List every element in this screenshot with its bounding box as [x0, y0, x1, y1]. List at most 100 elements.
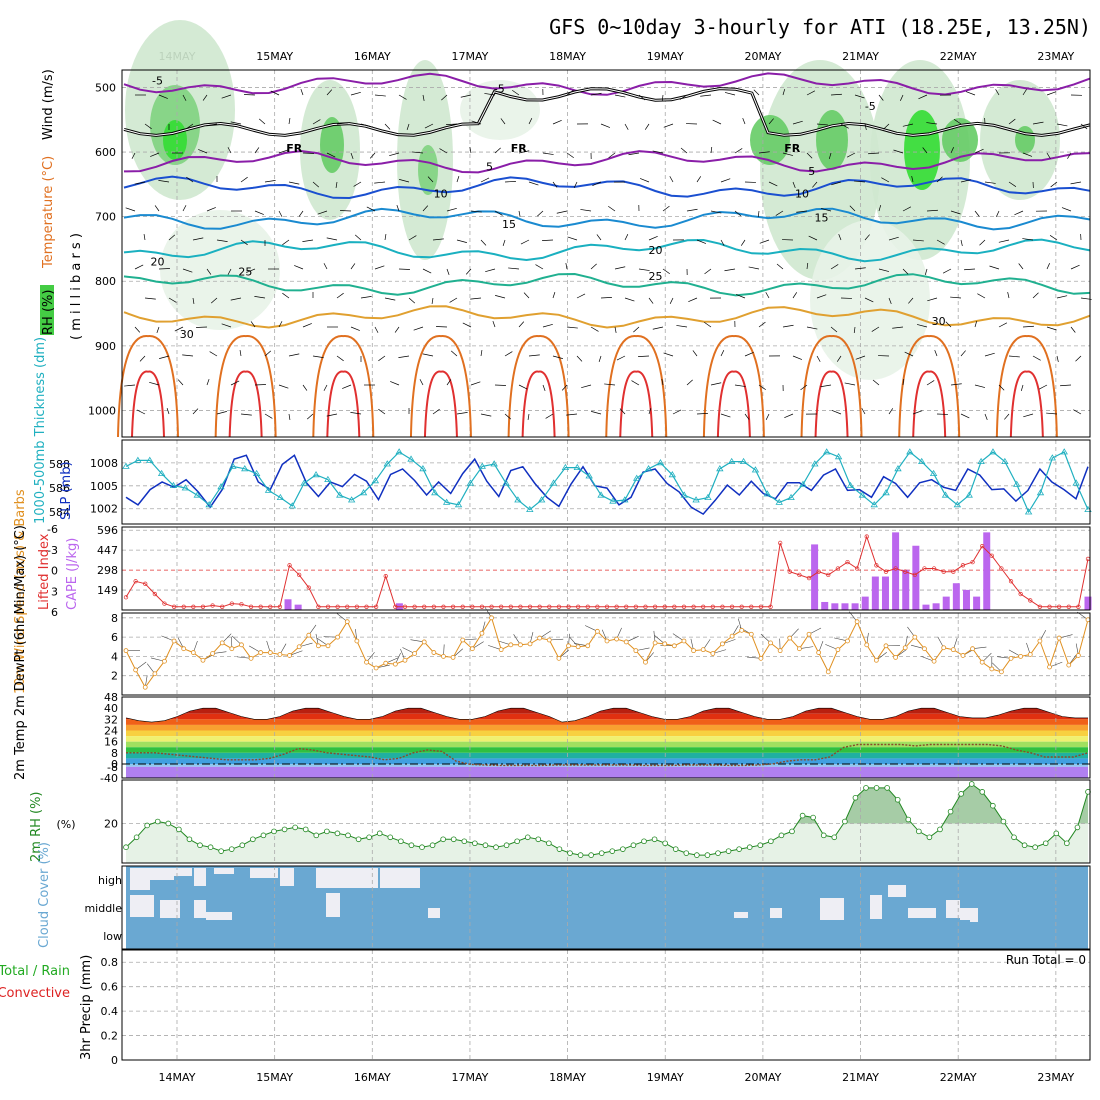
thickness-point — [383, 460, 391, 467]
wind-barb — [446, 207, 457, 212]
wind-barb — [838, 234, 842, 241]
li-tick: 6 — [51, 606, 58, 619]
rh-point — [556, 846, 563, 852]
wind-barb — [854, 180, 866, 183]
wind-barb — [830, 264, 839, 270]
wind-speed-point — [845, 638, 850, 644]
wind-barb — [439, 148, 448, 154]
cape-bar — [284, 599, 292, 610]
wind-barb — [878, 204, 882, 212]
cloud-patch — [214, 868, 234, 874]
wind-barb — [456, 412, 468, 415]
thickness-point — [573, 463, 582, 470]
lifted-index-point — [720, 604, 725, 609]
cape-bar — [973, 596, 981, 610]
thickness-point — [597, 491, 605, 498]
rh-point — [863, 785, 869, 791]
lifted-index-point — [547, 604, 552, 609]
wind-barb — [264, 413, 273, 419]
cloud-patch — [908, 908, 936, 918]
wind-barb — [278, 321, 283, 328]
wind-barb — [326, 413, 338, 417]
wind-barb — [492, 320, 496, 328]
thickness-point — [526, 505, 534, 512]
rh-point — [366, 834, 372, 841]
wind-barb — [590, 263, 597, 270]
thickness-point — [359, 489, 368, 496]
temp-band — [126, 758, 1088, 764]
isotherm-line — [123, 305, 1091, 329]
wind-speed-point — [912, 634, 918, 640]
wind-barb — [724, 268, 736, 272]
wind-barb — [542, 384, 546, 392]
isotherm-arc — [814, 370, 849, 438]
wind-speed-point — [229, 646, 235, 652]
rh-unit: (%) — [56, 818, 75, 831]
wind-barb — [186, 176, 194, 183]
wind-barb — [782, 88, 786, 96]
lifted-index-point — [681, 604, 687, 609]
wind-speed-point — [970, 646, 975, 652]
thickness-point — [336, 491, 344, 498]
cape-bar — [871, 576, 879, 610]
wind-barb — [945, 321, 952, 328]
thickness-point — [775, 498, 783, 505]
rh-point — [1021, 842, 1028, 849]
rh-point — [398, 838, 404, 845]
wind-barb — [661, 94, 664, 102]
wind-speed-point — [604, 638, 610, 644]
upper-ytick: 700 — [95, 211, 116, 224]
isotherm-arc — [716, 370, 751, 438]
precip-label-convective: Convective — [0, 986, 70, 1001]
lifted-index-point — [460, 604, 465, 609]
isotherm-arc — [521, 370, 556, 438]
wind-barb — [494, 210, 503, 216]
upper-ytick: 1000 — [88, 404, 116, 417]
wind-barb — [288, 413, 291, 421]
wind-barb — [1032, 355, 1041, 361]
rh-area-light — [126, 784, 1088, 863]
wind-barb — [206, 123, 218, 126]
rh-point — [926, 834, 933, 841]
wind-barb — [552, 291, 556, 299]
wind-barb — [662, 205, 670, 212]
wind-barb — [740, 239, 746, 246]
wind-speed-point — [267, 650, 273, 655]
wind-speed-point — [431, 650, 437, 655]
wind-speed-point — [777, 648, 783, 654]
isotherm-arc — [214, 335, 277, 438]
thickness-tick: 588 — [49, 458, 70, 471]
wind-barb — [192, 408, 199, 415]
wind-barb — [495, 295, 506, 299]
wind-barb — [258, 118, 266, 125]
wind-barb — [523, 292, 530, 299]
thickness-point — [870, 501, 878, 508]
wind-barb — [354, 234, 362, 241]
wind-barb — [500, 118, 506, 125]
wind-barb — [724, 92, 736, 96]
cape-bar — [821, 601, 829, 610]
cloud-patch — [820, 898, 844, 920]
wind-speed-point — [460, 637, 466, 643]
isotherm-line — [123, 175, 1091, 200]
cape-bar — [932, 603, 940, 610]
rh-shade — [160, 210, 280, 330]
wind-barb — [556, 210, 568, 214]
wind-barb — [302, 239, 314, 242]
rh-point — [598, 850, 605, 856]
wind-barb — [270, 90, 280, 96]
thickness-point — [537, 496, 546, 503]
rh-point — [1000, 818, 1007, 825]
wind-barb — [757, 210, 760, 218]
temp-band — [126, 708, 1088, 714]
wind-barb — [326, 237, 338, 241]
thickness-point — [407, 455, 415, 462]
wind-barb — [470, 297, 482, 300]
cloud-patch — [194, 868, 206, 886]
cape-bar — [922, 604, 930, 610]
cape-bar — [811, 544, 819, 610]
lifted-index-point — [239, 602, 244, 607]
temperature-label: 15 — [814, 212, 828, 225]
wind-speed-point — [835, 647, 841, 653]
lifted-index-point — [152, 591, 158, 597]
